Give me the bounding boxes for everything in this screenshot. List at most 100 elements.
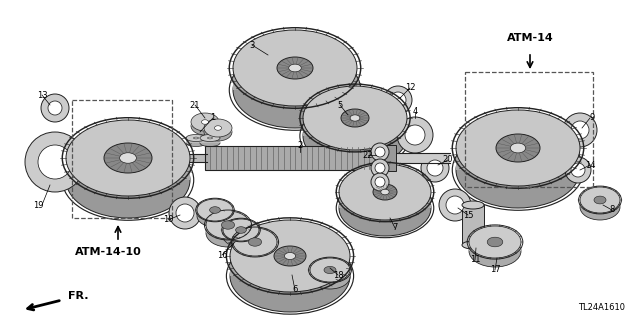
Text: 9: 9 <box>589 114 595 122</box>
FancyBboxPatch shape <box>197 210 233 216</box>
Ellipse shape <box>223 225 259 247</box>
Ellipse shape <box>186 135 206 142</box>
Ellipse shape <box>223 219 259 241</box>
Ellipse shape <box>186 139 206 146</box>
Circle shape <box>571 163 585 177</box>
Ellipse shape <box>324 266 336 274</box>
FancyBboxPatch shape <box>186 138 206 143</box>
Ellipse shape <box>200 135 220 142</box>
Ellipse shape <box>350 115 360 121</box>
Text: 7: 7 <box>392 224 397 233</box>
Circle shape <box>421 154 449 182</box>
Text: 13: 13 <box>36 91 47 100</box>
Circle shape <box>384 86 412 114</box>
Circle shape <box>405 125 425 145</box>
Ellipse shape <box>456 132 580 208</box>
Text: TL24A1610: TL24A1610 <box>578 303 625 312</box>
Circle shape <box>427 160 443 176</box>
Ellipse shape <box>469 226 521 258</box>
FancyBboxPatch shape <box>191 122 219 126</box>
Text: 14: 14 <box>585 160 595 169</box>
FancyBboxPatch shape <box>456 148 580 170</box>
FancyBboxPatch shape <box>200 138 220 143</box>
Ellipse shape <box>303 104 407 168</box>
Ellipse shape <box>214 126 221 130</box>
Ellipse shape <box>487 237 503 247</box>
Ellipse shape <box>191 117 219 135</box>
Ellipse shape <box>456 110 580 186</box>
FancyBboxPatch shape <box>230 256 350 276</box>
Circle shape <box>571 121 589 139</box>
Text: 11: 11 <box>470 256 480 264</box>
Ellipse shape <box>496 134 540 162</box>
Circle shape <box>565 157 591 183</box>
Text: 16: 16 <box>217 250 227 259</box>
Circle shape <box>176 204 194 222</box>
FancyBboxPatch shape <box>233 68 357 90</box>
Circle shape <box>397 117 433 153</box>
Text: 20: 20 <box>443 155 453 165</box>
Ellipse shape <box>200 139 220 146</box>
Ellipse shape <box>206 211 250 239</box>
Ellipse shape <box>233 52 357 128</box>
Text: 22: 22 <box>363 151 373 160</box>
Text: 17: 17 <box>490 265 500 275</box>
Ellipse shape <box>289 64 301 72</box>
Ellipse shape <box>580 194 620 220</box>
Ellipse shape <box>274 246 306 266</box>
Ellipse shape <box>233 236 277 264</box>
Ellipse shape <box>236 227 246 233</box>
Text: 8: 8 <box>609 205 614 214</box>
Circle shape <box>563 113 597 147</box>
Ellipse shape <box>210 207 220 213</box>
Ellipse shape <box>230 220 350 292</box>
FancyBboxPatch shape <box>66 158 190 180</box>
Circle shape <box>41 94 69 122</box>
Ellipse shape <box>202 120 209 124</box>
Circle shape <box>371 143 389 161</box>
Text: 6: 6 <box>292 286 298 294</box>
Text: 21: 21 <box>189 100 200 109</box>
Ellipse shape <box>221 221 235 229</box>
Ellipse shape <box>120 153 136 163</box>
Ellipse shape <box>204 123 232 141</box>
Text: 4: 4 <box>412 108 418 116</box>
Text: ATM-14-10: ATM-14-10 <box>75 247 141 257</box>
Ellipse shape <box>303 86 407 150</box>
Ellipse shape <box>193 137 198 139</box>
Circle shape <box>371 159 389 177</box>
Ellipse shape <box>206 219 250 247</box>
Ellipse shape <box>66 142 190 218</box>
Circle shape <box>48 101 62 115</box>
FancyBboxPatch shape <box>155 154 207 162</box>
FancyBboxPatch shape <box>339 192 431 208</box>
Ellipse shape <box>339 164 431 220</box>
Ellipse shape <box>341 109 369 127</box>
Circle shape <box>25 132 85 192</box>
FancyBboxPatch shape <box>462 205 484 245</box>
FancyBboxPatch shape <box>204 128 232 132</box>
Ellipse shape <box>594 196 606 204</box>
FancyBboxPatch shape <box>223 230 259 236</box>
Circle shape <box>371 173 389 191</box>
Ellipse shape <box>339 180 431 236</box>
Ellipse shape <box>277 57 313 79</box>
Circle shape <box>446 196 464 214</box>
Circle shape <box>375 163 385 173</box>
Text: 18: 18 <box>333 271 343 279</box>
FancyBboxPatch shape <box>206 225 250 233</box>
Ellipse shape <box>510 143 525 153</box>
Ellipse shape <box>580 187 620 213</box>
Ellipse shape <box>233 228 277 256</box>
Text: FR.: FR. <box>68 291 88 301</box>
Text: 15: 15 <box>463 211 473 219</box>
Text: 10: 10 <box>163 216 173 225</box>
Ellipse shape <box>66 120 190 196</box>
Circle shape <box>390 92 406 108</box>
Circle shape <box>375 177 385 187</box>
Ellipse shape <box>469 235 521 267</box>
Circle shape <box>169 197 201 229</box>
Circle shape <box>38 145 72 179</box>
FancyBboxPatch shape <box>396 153 450 163</box>
FancyBboxPatch shape <box>310 270 350 277</box>
